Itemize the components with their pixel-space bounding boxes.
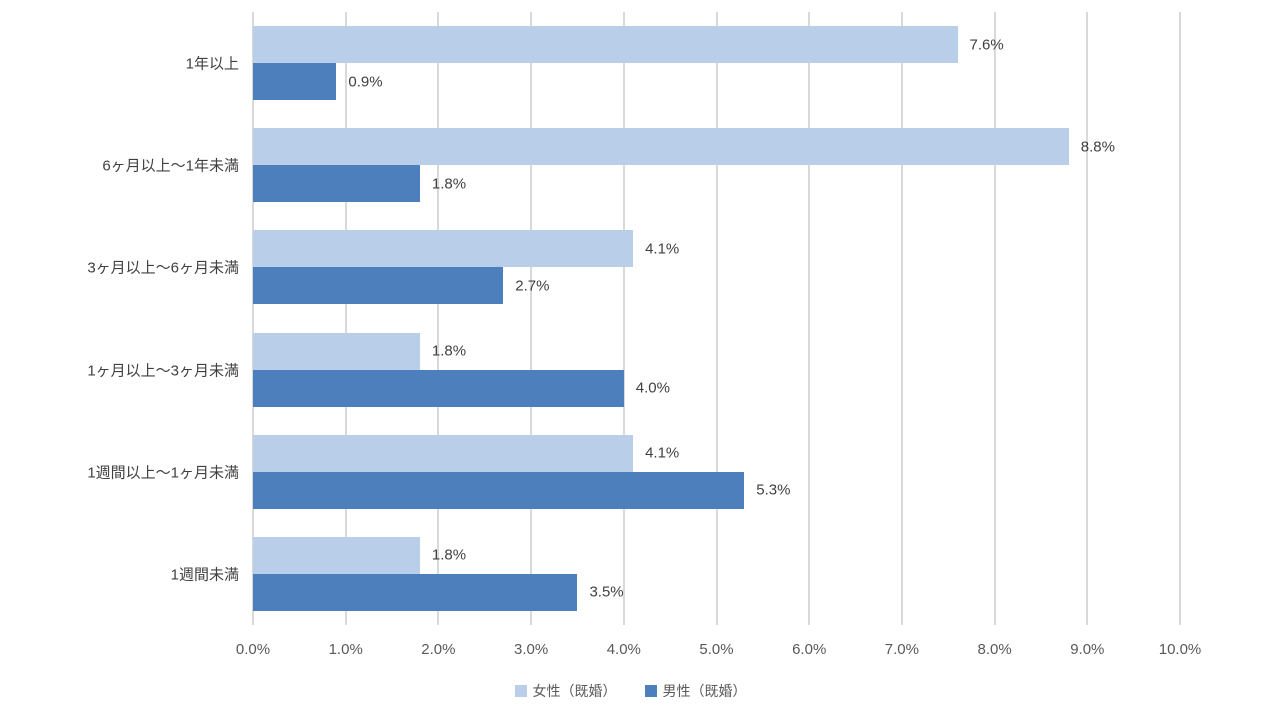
- x-tick-label: 8.0%: [977, 641, 1012, 658]
- gridline: [715, 12, 718, 625]
- category-label: 3ヶ月以上～6ヶ月未満: [87, 259, 239, 277]
- gridline: [530, 12, 533, 625]
- x-tick-label: 4.0%: [606, 641, 641, 658]
- data-label: 3.5%: [589, 583, 624, 601]
- data-label: 0.9%: [348, 73, 383, 91]
- gridline: [252, 12, 254, 625]
- category-label: 1年以上: [185, 55, 239, 73]
- category-label: 1ヶ月以上～3ヶ月未満: [87, 362, 239, 380]
- x-tick-label: 2.0%: [421, 641, 456, 658]
- bar-male-married: [253, 165, 420, 203]
- data-label: 8.8%: [1080, 138, 1115, 156]
- category-label: 6ヶ月以上～1年未満: [102, 157, 239, 175]
- bar-female-married: [253, 332, 420, 370]
- gridline: [622, 12, 625, 625]
- data-label: 1.8%: [431, 175, 467, 193]
- x-tick-label: 7.0%: [884, 641, 919, 658]
- bar-female-married: [253, 128, 1069, 166]
- bar-male-married: [253, 573, 578, 611]
- legend-swatch-icon: [514, 685, 527, 697]
- x-tick-label: 5.0%: [699, 641, 734, 658]
- x-tick-label: 3.0%: [513, 641, 549, 658]
- x-axis: 0.0% 1.0% 2.0% 3.0% 4.0% 5.0% 6.0% 7.0% 8.0% 9.0%…: [236, 641, 1201, 663]
- gridline: [1086, 12, 1089, 625]
- legend-swatch-icon: [644, 685, 657, 697]
- data-label: 7.6%: [969, 36, 1004, 54]
- data-label: 4.1%: [645, 444, 680, 462]
- x-tick-label: 10.0%: [1158, 641, 1202, 658]
- bar-male-married: [253, 369, 624, 407]
- legend-label: 男性（既婚）: [662, 683, 747, 699]
- data-label: 1.8%: [431, 546, 467, 564]
- bar-female-married: [253, 26, 958, 64]
- category-label: 1週間以上～1ヶ月未満: [87, 464, 239, 482]
- data-label: 4.1%: [645, 240, 680, 258]
- category-axis: 1年以上 6ヶ月以上～1年未満 3ヶ月以上～6ヶ月未満 1ヶ月以上～3ヶ月未満 1週間以…: [0, 12, 239, 625]
- bar-female-married: [253, 434, 634, 472]
- bar-female-married: [253, 536, 420, 574]
- x-tick-label: 0.0%: [235, 641, 271, 658]
- bar-male-married: [253, 267, 504, 305]
- gridline: [437, 12, 440, 625]
- gridline: [808, 12, 811, 625]
- data-label: 5.3%: [756, 481, 791, 499]
- data-label: 4.0%: [635, 379, 670, 397]
- plot-area: 7.6% 0.9% 8.8% 1.8% 4.1% 2.7% 1.8% 4.0% 4.1% 5.3%…: [252, 12, 1181, 625]
- legend-item-female-married: 女性（既婚）: [514, 681, 617, 701]
- bar-male-married: [253, 63, 337, 101]
- legend: 女性（既婚） 男性（既婚）: [0, 681, 1261, 701]
- legend-item-male-married: 男性（既婚）: [644, 681, 747, 701]
- bar-female-married: [253, 230, 634, 268]
- x-tick-label: 9.0%: [1070, 641, 1105, 658]
- data-label: 2.7%: [515, 277, 550, 295]
- x-tick-label: 1.0%: [328, 641, 363, 658]
- x-tick-label: 6.0%: [792, 641, 827, 658]
- gridline: [900, 12, 903, 625]
- bar-male-married: [253, 471, 745, 509]
- data-label: 1.8%: [431, 342, 467, 360]
- legend-label: 女性（既婚）: [532, 683, 617, 699]
- gridline: [1179, 12, 1181, 625]
- category-label: 1週間未満: [170, 566, 239, 584]
- gridline: [993, 12, 996, 625]
- gridline: [344, 12, 347, 625]
